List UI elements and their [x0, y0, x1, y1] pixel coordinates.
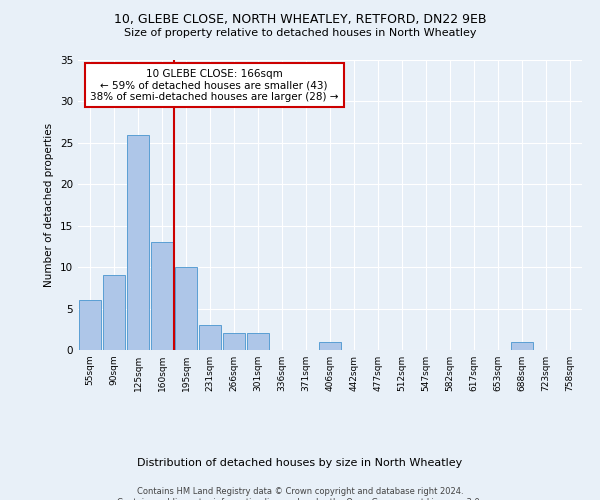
Text: Distribution of detached houses by size in North Wheatley: Distribution of detached houses by size …	[137, 458, 463, 468]
Bar	[103, 276, 125, 350]
Text: Contains HM Land Registry data © Crown copyright and database right 2024.
Contai: Contains HM Land Registry data © Crown c…	[118, 488, 482, 500]
Bar	[127, 134, 149, 350]
Bar	[151, 242, 173, 350]
Text: 10, GLEBE CLOSE, NORTH WHEATLEY, RETFORD, DN22 9EB: 10, GLEBE CLOSE, NORTH WHEATLEY, RETFORD…	[114, 12, 486, 26]
Bar	[319, 342, 341, 350]
Bar	[247, 334, 269, 350]
Bar	[175, 267, 197, 350]
Bar	[199, 325, 221, 350]
Bar	[223, 334, 245, 350]
Y-axis label: Number of detached properties: Number of detached properties	[44, 123, 55, 287]
Text: Size of property relative to detached houses in North Wheatley: Size of property relative to detached ho…	[124, 28, 476, 38]
Bar	[511, 342, 533, 350]
Bar	[79, 300, 101, 350]
Text: 10 GLEBE CLOSE: 166sqm
← 59% of detached houses are smaller (43)
38% of semi-det: 10 GLEBE CLOSE: 166sqm ← 59% of detached…	[90, 68, 338, 102]
